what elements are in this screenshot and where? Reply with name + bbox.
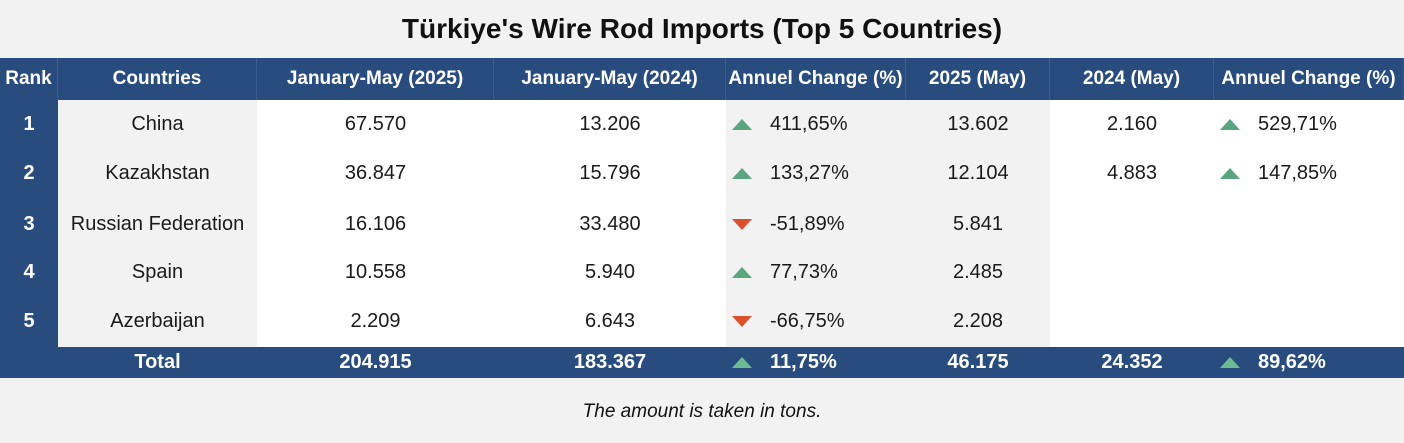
row-rank: 1 [0, 100, 58, 149]
row-jan-may-2024: 5.940 [494, 250, 726, 295]
row-may-2024 [1050, 198, 1214, 250]
row-may-annual-change: 529,71% [1214, 100, 1404, 149]
total-jan-may-2025: 204.915 [257, 347, 494, 378]
row-jan-may-2025: 2.209 [257, 295, 494, 347]
table-title: Türkiye's Wire Rod Imports (Top 5 Countr… [0, 0, 1404, 58]
change-value: 529,71% [1258, 113, 1337, 135]
header-rank: Rank [0, 58, 58, 100]
arrow-down-icon [732, 218, 752, 230]
change-value: -51,89% [770, 212, 845, 235]
row-rank: 2 [0, 149, 58, 198]
header-may-2024: 2024 (May) [1050, 58, 1214, 100]
row-may-annual-change [1214, 250, 1404, 295]
row-may-2025: 13.602 [906, 100, 1050, 149]
row-may-2024: 2.160 [1050, 100, 1214, 149]
row-may-annual-change: 147,85% [1214, 149, 1404, 198]
change-value: 77,73% [770, 261, 838, 283]
header-jan-may-2025: January-May (2025) [257, 58, 494, 100]
row-annual-change: 133,27% [726, 149, 906, 198]
change-value: 147,85% [1258, 162, 1337, 184]
row-jan-may-2024: 13.206 [494, 100, 726, 149]
total-jan-may-2024: 183.367 [494, 347, 726, 378]
arrow-up-icon [1220, 168, 1240, 179]
change-value: 133,27% [770, 162, 849, 184]
row-jan-may-2025: 67.570 [257, 100, 494, 149]
row-country: Spain [58, 250, 257, 295]
row-may-2025: 12.104 [906, 149, 1050, 198]
header-may-annual-change: Annuel Change (%) [1214, 58, 1404, 100]
row-jan-may-2024: 33.480 [494, 198, 726, 250]
row-rank: 3 [0, 198, 58, 250]
row-country: Kazakhstan [58, 149, 257, 198]
row-may-2024 [1050, 295, 1214, 347]
row-may-2024 [1050, 250, 1214, 295]
arrow-down-icon [732, 315, 752, 327]
row-jan-may-2024: 15.796 [494, 149, 726, 198]
imports-table: Rank Countries January-May (2025) January-M… [0, 58, 1404, 378]
change-value: -66,75% [770, 309, 845, 332]
row-annual-change: 77,73% [726, 250, 906, 295]
change-value: 11,75% [770, 351, 837, 373]
arrow-up-icon [732, 267, 752, 278]
row-rank: 4 [0, 250, 58, 295]
total-may-2024: 24.352 [1050, 347, 1214, 378]
total-label: Total [58, 347, 257, 378]
header-countries: Countries [58, 58, 257, 100]
footer-note: The amount is taken in tons. [582, 400, 822, 422]
total-may-annual-change: 89,62% [1214, 347, 1404, 378]
row-may-2024: 4.883 [1050, 149, 1214, 198]
arrow-up-icon [732, 357, 752, 368]
row-annual-change: -51,89% [726, 198, 906, 250]
row-annual-change: 411,65% [726, 100, 906, 149]
row-jan-may-2025: 36.847 [257, 149, 494, 198]
row-may-annual-change [1214, 198, 1404, 250]
arrow-up-icon [732, 119, 752, 130]
total-annual-change: 11,75% [726, 347, 906, 378]
row-country: Russian Federation [58, 198, 257, 250]
row-annual-change: -66,75% [726, 295, 906, 347]
arrow-up-icon [732, 168, 752, 179]
change-value: 89,62% [1258, 351, 1326, 373]
row-may-2025: 2.485 [906, 250, 1050, 295]
arrow-up-icon [1220, 119, 1240, 130]
row-may-2025: 5.841 [906, 198, 1050, 250]
row-may-annual-change [1214, 295, 1404, 347]
change-value: 411,65% [770, 113, 848, 135]
row-may-2025: 2.208 [906, 295, 1050, 347]
row-jan-may-2025: 16.106 [257, 198, 494, 250]
header-jan-may-2024: January-May (2024) [494, 58, 726, 100]
row-jan-may-2024: 6.643 [494, 295, 726, 347]
row-country: China [58, 100, 257, 149]
total-may-2025: 46.175 [906, 347, 1050, 378]
total-rank-cell [0, 347, 58, 378]
row-rank: 5 [0, 295, 58, 347]
row-country: Azerbaijan [58, 295, 257, 347]
arrow-up-icon [1220, 357, 1240, 368]
row-jan-may-2025: 10.558 [257, 250, 494, 295]
header-may-2025: 2025 (May) [906, 58, 1050, 100]
header-annual-change: Annuel Change (%) [726, 58, 906, 100]
